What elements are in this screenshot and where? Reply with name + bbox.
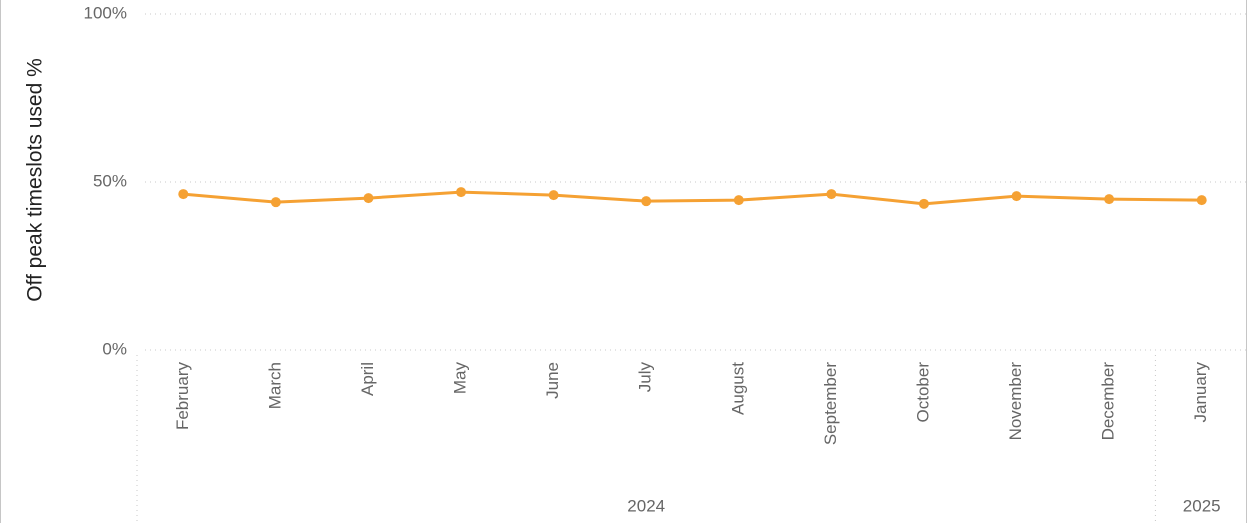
point bbox=[918, 198, 929, 209]
x-tick-label: December bbox=[1099, 362, 1118, 441]
line bbox=[183, 190, 1202, 206]
point bbox=[1104, 194, 1115, 205]
x-tick-label: July bbox=[636, 362, 655, 393]
point bbox=[641, 196, 652, 207]
y-tick-label: 100% bbox=[84, 3, 127, 22]
x-group-label: 2025 bbox=[1183, 496, 1221, 515]
x-tick-label: January bbox=[1191, 362, 1210, 423]
point bbox=[826, 189, 837, 200]
point bbox=[456, 187, 467, 198]
x-tick-label: April bbox=[358, 362, 377, 396]
x-tick-label: October bbox=[913, 362, 932, 423]
point bbox=[363, 193, 374, 204]
y-tick-label: 50% bbox=[93, 171, 127, 190]
point bbox=[1196, 195, 1207, 206]
x-tick-label: November bbox=[1006, 362, 1025, 441]
x-tick-label: February bbox=[173, 362, 192, 431]
point bbox=[548, 190, 559, 201]
y-tick-label: 0% bbox=[102, 339, 127, 358]
x-tick-label: June bbox=[543, 362, 562, 399]
x-tick-label: March bbox=[265, 362, 284, 409]
point bbox=[270, 197, 281, 208]
x-tick-label: May bbox=[451, 362, 470, 395]
point bbox=[733, 195, 744, 206]
x-group-label: 2024 bbox=[627, 496, 665, 515]
point bbox=[1011, 191, 1022, 202]
y-axis-title: Off peak timeslots used % bbox=[24, 58, 47, 302]
point bbox=[178, 189, 189, 200]
x-tick-label: August bbox=[728, 362, 747, 415]
x-tick-label: September bbox=[821, 362, 840, 445]
